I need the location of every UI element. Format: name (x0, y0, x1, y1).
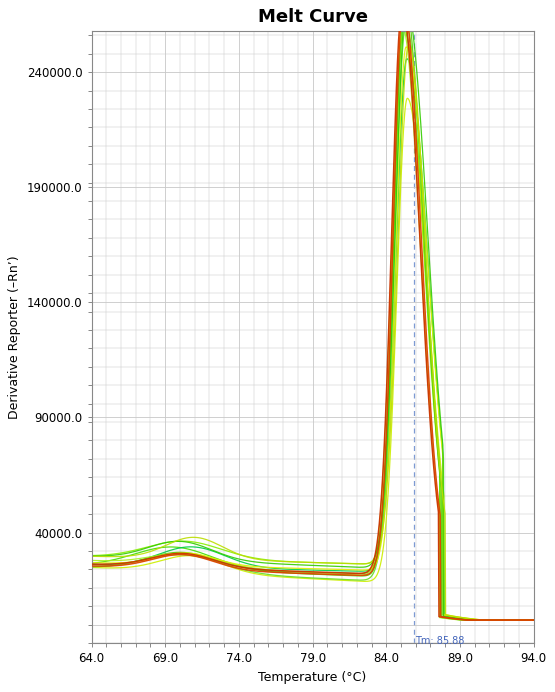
Y-axis label: Derivative Reporter (–Rn’): Derivative Reporter (–Rn’) (8, 255, 21, 419)
Title: Melt Curve: Melt Curve (258, 8, 367, 26)
Text: Tm: 85.88: Tm: 85.88 (416, 636, 465, 646)
X-axis label: Temperature (°C): Temperature (°C) (259, 671, 367, 684)
